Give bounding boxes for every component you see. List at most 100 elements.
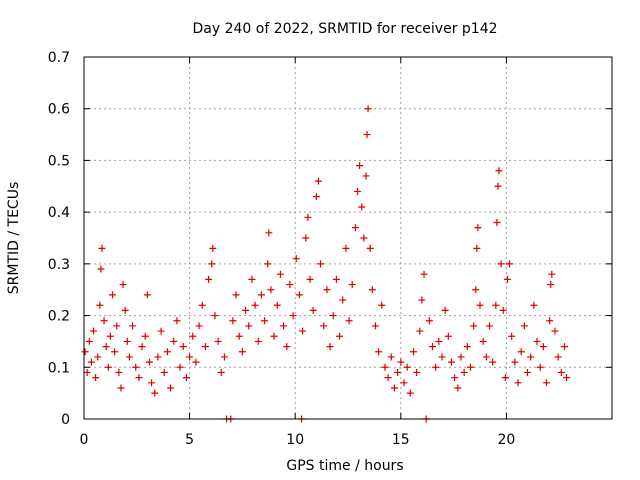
data-point <box>546 317 554 325</box>
data-point <box>306 275 314 283</box>
data-point <box>211 312 219 320</box>
y-tick-label: 0.7 <box>48 50 70 66</box>
data-point <box>381 363 389 371</box>
data-point <box>276 270 284 278</box>
data-point <box>280 322 288 330</box>
data-point <box>536 363 544 371</box>
data-point <box>141 332 149 340</box>
data-point <box>123 337 131 345</box>
data-point <box>511 358 519 366</box>
data-point <box>336 332 344 340</box>
data-point <box>173 317 181 325</box>
data-point <box>494 182 502 190</box>
data-point <box>524 368 532 376</box>
data-point <box>151 389 159 397</box>
data-point <box>98 244 106 252</box>
data-point <box>463 343 471 351</box>
grid <box>84 57 612 419</box>
y-tick-label: 0.6 <box>48 102 70 118</box>
data-point <box>394 368 402 376</box>
x-tick-label: 0 <box>80 432 89 448</box>
data-point <box>466 363 474 371</box>
data-point <box>390 384 398 392</box>
data-point <box>363 131 371 139</box>
data-point <box>257 291 265 299</box>
data-point <box>326 343 334 351</box>
data-point <box>387 353 395 361</box>
data-point <box>366 244 374 252</box>
x-axis-title: GPS time / hours <box>286 458 403 474</box>
data-point <box>198 301 206 309</box>
data-point <box>113 322 121 330</box>
data-point <box>339 296 347 304</box>
data-point <box>457 353 465 361</box>
data-point <box>129 322 137 330</box>
data-point <box>329 312 337 320</box>
data-point <box>501 374 509 382</box>
data-point <box>109 291 117 299</box>
data-point <box>304 213 312 221</box>
data-point <box>115 368 123 376</box>
x-tick-label: 20 <box>497 432 515 448</box>
data-point <box>100 317 108 325</box>
data-point <box>94 353 102 361</box>
data-point <box>81 348 89 356</box>
data-point <box>192 358 200 366</box>
data-point <box>375 348 383 356</box>
data-point <box>214 337 222 345</box>
data-point <box>557 368 565 376</box>
data-point <box>438 353 446 361</box>
data-point <box>441 306 449 314</box>
y-tick-label: 0.1 <box>48 360 70 376</box>
data-point <box>292 255 300 263</box>
data-point <box>309 306 317 314</box>
data-point <box>97 265 105 273</box>
data-point <box>533 337 541 345</box>
data-point <box>143 291 151 299</box>
data-point <box>409 348 417 356</box>
data-point <box>492 301 500 309</box>
data-point <box>117 384 125 392</box>
data-point <box>265 229 273 237</box>
data-point <box>270 332 278 340</box>
data-point <box>232 291 240 299</box>
data-point <box>400 379 408 387</box>
x-tick-label: 15 <box>392 432 410 448</box>
data-point <box>85 337 93 345</box>
data-point <box>506 260 514 268</box>
data-point <box>378 301 386 309</box>
data-point <box>145 358 153 366</box>
data-point <box>125 353 133 361</box>
data-point <box>560 343 568 351</box>
chart-title: Day 240 of 2022, SRMTID for receiver p14… <box>192 21 497 37</box>
data-point <box>527 353 535 361</box>
data-point <box>543 379 551 387</box>
data-point <box>499 306 507 314</box>
data-point <box>447 358 455 366</box>
data-point <box>254 337 262 345</box>
data-point <box>351 224 359 232</box>
data-point <box>425 317 433 325</box>
data-point <box>476 301 484 309</box>
data-point <box>220 353 228 361</box>
y-tick-label: 0.5 <box>48 153 70 169</box>
data-point <box>96 301 104 309</box>
data-point <box>520 322 528 330</box>
data-point <box>121 306 129 314</box>
data-point <box>167 384 175 392</box>
data-point <box>245 322 253 330</box>
data-point <box>413 368 421 376</box>
data-point <box>138 343 146 351</box>
data-point <box>530 301 538 309</box>
data-point <box>195 322 203 330</box>
data-point <box>320 322 328 330</box>
data-point <box>454 384 462 392</box>
plot-frame <box>83 56 613 420</box>
data-point <box>235 332 243 340</box>
data-point <box>106 332 114 340</box>
data-point <box>517 348 525 356</box>
y-axis-title: SRMTID / TECUs <box>6 182 22 295</box>
data-point <box>295 291 303 299</box>
data-point <box>242 306 250 314</box>
